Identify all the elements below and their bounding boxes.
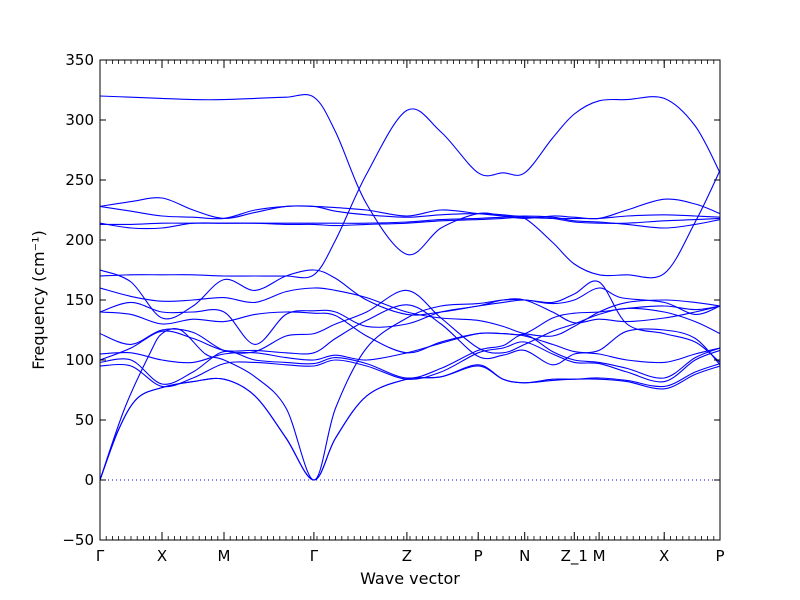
- y-tick-label: 100: [65, 351, 94, 369]
- x-tick-label: N: [519, 547, 530, 565]
- minor-tick-group: [99, 60, 721, 540]
- band-line-6: [100, 332, 720, 364]
- band-line-1: [100, 365, 720, 481]
- x-tick-label: Z: [402, 547, 412, 565]
- x-tick-label: Γ: [310, 547, 319, 565]
- band-line-17: [100, 205, 720, 220]
- x-tick-group: Γ X M Γ Z P N Z_1 M X P: [96, 60, 725, 566]
- x-tick-label: M: [593, 547, 606, 565]
- series-group: [100, 94, 720, 481]
- y-tick-label: 250: [65, 171, 94, 189]
- y-tick-label: 350: [65, 51, 94, 69]
- y-tick-label: 200: [65, 231, 94, 249]
- x-axis-title: Wave vector: [360, 569, 460, 588]
- x-tick-label: Z_1: [561, 547, 588, 566]
- band-line-3: [100, 287, 720, 481]
- x-tick-label: M: [218, 547, 231, 565]
- band-line-18: [100, 197, 720, 220]
- y-tick-label: 150: [65, 291, 94, 309]
- plot-area: Γ X M Γ Z P N Z_1 M X P −50 0 50 100 150 200 250 300 350: [62, 51, 724, 566]
- y-tick-label: 0: [84, 471, 94, 489]
- x-tick-label: X: [659, 547, 669, 565]
- y-tick-label: 300: [65, 111, 94, 129]
- y-tick-group: −50 0 50 100 150 200 250 300 350: [62, 51, 720, 549]
- x-tick-label: Γ: [96, 547, 105, 565]
- band-line-7: [100, 304, 720, 366]
- band-line-13: [100, 96, 720, 279]
- band-line-5: [100, 334, 720, 385]
- band-line-11: [100, 287, 720, 337]
- band-line-14: [100, 94, 720, 279]
- x-tick-label: X: [157, 547, 167, 565]
- band-line-16: [100, 215, 720, 230]
- y-axis-title: Frequency (cm⁻¹): [29, 230, 48, 369]
- y-tick-label: −50: [62, 531, 94, 549]
- band-line-9: [100, 305, 720, 354]
- x-tick-label: P: [715, 547, 724, 565]
- band-line-12: [100, 269, 720, 363]
- x-tick-label: P: [474, 547, 483, 565]
- y-tick-label: 50: [75, 411, 94, 429]
- band-line-10: [100, 298, 720, 345]
- band-line-4: [100, 341, 720, 388]
